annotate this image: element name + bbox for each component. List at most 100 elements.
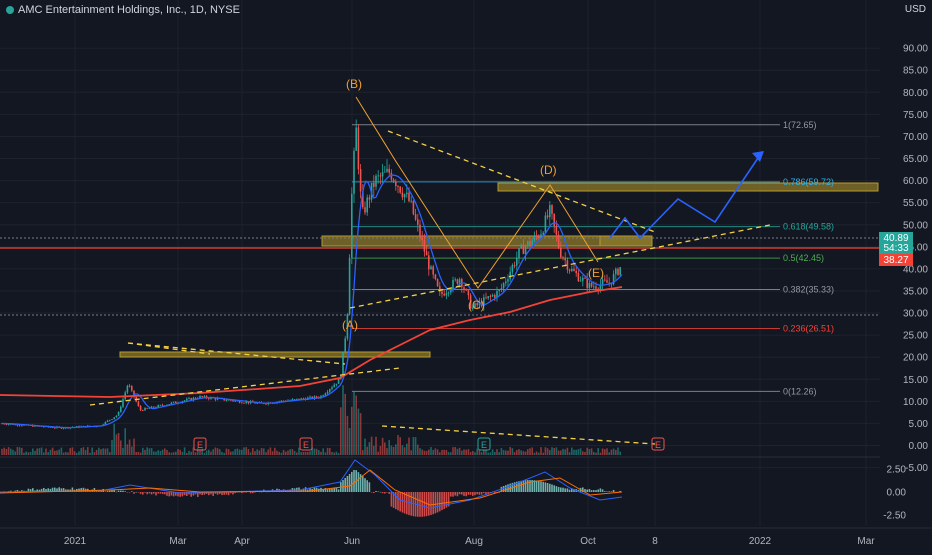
volume-bar: [500, 447, 503, 455]
volume-bar: [357, 408, 360, 455]
histogram-bar: [606, 491, 608, 493]
time-tick-label: Jun: [344, 536, 360, 547]
volume-bar: [392, 446, 395, 455]
volume-bar: [56, 450, 58, 455]
projection-arrowhead: [752, 151, 764, 162]
candle-body: [131, 386, 133, 391]
candle-body: [390, 172, 393, 180]
symbol-title[interactable]: AMC Entertainment Holdings, Inc., 1D, NY…: [6, 4, 240, 16]
volume-bar: [498, 452, 500, 455]
histogram-bar: [507, 484, 509, 492]
candle-body: [392, 179, 395, 182]
volume-bar: [577, 449, 580, 455]
volume-bar: [188, 450, 190, 455]
histogram-bar: [221, 492, 223, 496]
candle-body: [386, 168, 388, 172]
volume-bar: [472, 451, 474, 455]
volume-bar: [322, 448, 324, 455]
candle-body: [5, 424, 8, 425]
volume-bar: [617, 447, 619, 455]
volume-bar: [221, 451, 223, 455]
candle-body: [291, 399, 294, 401]
candle-body: [494, 295, 496, 298]
histogram-bar: [60, 488, 63, 492]
volume-bar: [461, 450, 463, 455]
histogram-bar: [445, 492, 448, 508]
volume-bar: [513, 452, 516, 455]
histogram-bar: [597, 489, 599, 492]
candle-body: [54, 427, 56, 429]
volume-bar: [531, 447, 533, 455]
volume-bar: [10, 448, 12, 455]
price-tick-label: 50.00: [903, 220, 928, 231]
histogram-bar: [232, 492, 234, 495]
volume-bar: [254, 451, 256, 455]
candle-body: [399, 186, 401, 193]
candle-body: [190, 398, 192, 401]
histogram-bar: [421, 492, 423, 517]
candle-body: [168, 404, 170, 405]
histogram-bar: [27, 488, 30, 492]
volume-bar: [267, 449, 269, 455]
histogram-bar: [469, 492, 472, 495]
volume-bar: [291, 449, 294, 455]
histogram-bar: [392, 492, 395, 508]
volume-bar: [58, 449, 60, 455]
candle-body: [463, 287, 465, 290]
price-tick-label: 80.00: [903, 88, 928, 99]
candle-body: [194, 397, 197, 399]
candle-body: [238, 400, 241, 403]
histogram-bar: [214, 492, 217, 494]
time-tick-label: Mar: [169, 536, 187, 547]
volume-bar: [408, 437, 410, 455]
volume-bar: [307, 451, 309, 455]
volume-bar: [1, 448, 3, 455]
volume-bar: [179, 449, 181, 455]
histogram-bar: [432, 492, 434, 515]
volume-bar: [120, 440, 122, 455]
volume-bar: [122, 447, 124, 455]
histogram-bar: [560, 487, 562, 492]
histogram-bar: [538, 480, 540, 492]
volume-bar: [170, 452, 173, 455]
volume-bar: [40, 447, 43, 455]
volume-bar: [137, 451, 140, 455]
candle-body: [146, 408, 148, 409]
candle-body: [474, 303, 476, 308]
histogram-bar: [249, 492, 252, 494]
candle-body: [126, 385, 129, 393]
volume-bar: [69, 448, 71, 455]
candle-body: [113, 417, 115, 420]
candle-body: [529, 241, 531, 245]
volume-bar: [252, 448, 254, 455]
wave-label-d: (D): [540, 163, 557, 177]
time-tick-label: Apr: [234, 536, 250, 547]
volume-bar: [443, 449, 445, 455]
histogram-bar: [166, 492, 168, 496]
volume-bar: [557, 450, 560, 455]
time-tick-label: 2021: [64, 536, 87, 547]
volume-bar: [533, 452, 536, 455]
volume-bar: [582, 451, 584, 455]
candle-body: [403, 194, 406, 198]
volume-bar: [89, 452, 91, 455]
histogram-bar: [586, 489, 588, 492]
currency-label[interactable]: USD: [904, 4, 926, 15]
histogram-bar: [155, 492, 157, 496]
volume-bar: [386, 448, 388, 455]
volume-bar: [234, 449, 236, 455]
price-tick-label: 35.00: [903, 286, 928, 297]
volume-bar: [313, 448, 316, 455]
histogram-bar: [245, 492, 247, 493]
candle-body: [357, 127, 360, 170]
candle-body: [353, 150, 355, 194]
volume-bar: [509, 447, 511, 455]
candle-body: [203, 396, 206, 397]
candle-body: [234, 400, 236, 402]
volume-bar: [100, 449, 102, 455]
volume-bar: [584, 452, 586, 455]
candle-body: [351, 193, 353, 258]
volume-bar: [447, 452, 450, 455]
